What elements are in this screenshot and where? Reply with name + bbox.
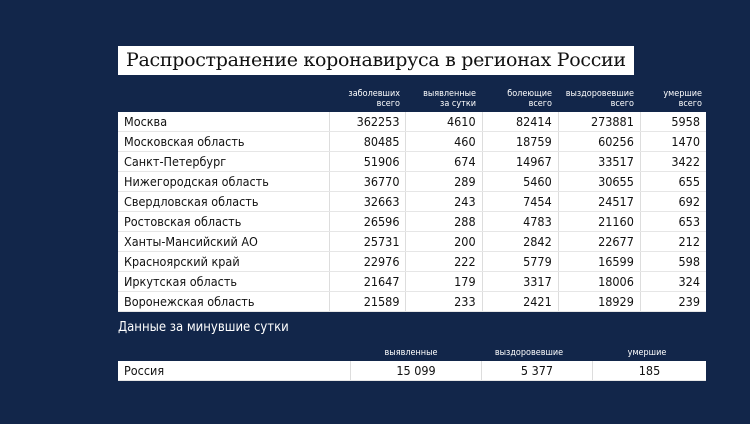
table-cell: 60256 [558,131,641,152]
column-header-line: умершие [663,89,702,99]
region-name: Московская область [118,131,331,152]
table-cell: 82414 [482,112,559,132]
column-header: выздоровевшие всего [566,89,634,109]
table-cell: 4610 [405,112,483,132]
table-cell: 5460 [482,171,559,192]
table-cell: 24517 [558,191,641,212]
table-row: Ханты-Мансийский АО 25731 200 2842 22677 212 [118,231,706,252]
table-cell: 2842 [482,231,559,252]
region-name: Ростовская область [118,211,331,232]
table-row: Россия 15 099 5 377 185 [118,361,706,381]
table-cell: 22976 [329,251,407,272]
table-row: Воронежская область 21589 233 2421 18929 239 [118,291,706,312]
summary-header: выздоровевшие [494,348,564,358]
table-cell: 3422 [640,151,706,172]
table-cell: 674 [405,151,483,172]
table-cell: 25731 [329,231,407,252]
table-cell: 51906 [329,151,407,172]
table-cell: 179 [405,271,483,292]
table-cell: 692 [640,191,706,212]
table-cell: 30655 [558,171,641,192]
table-row: Московская область 80485 460 18759 60256 1470 [118,131,706,152]
table-cell: 26596 [329,211,407,232]
table-cell: 212 [640,231,706,252]
region-name: Москва [118,112,331,132]
table-cell: 273881 [558,112,641,132]
table-row: Санкт-Петербург 51906 674 14967 33517 3422 [118,151,706,172]
table-cell: 2421 [482,291,559,312]
table-cell: 460 [405,131,483,152]
table-cell: 7454 [482,191,559,212]
table-cell: 33517 [558,151,641,172]
column-header: заболевших всего [348,89,400,109]
column-header-line: всего [610,99,634,109]
regions-table: Москва 362253 4610 82414 273881 5958 Московска… [118,112,706,312]
table-cell: 36770 [329,171,407,192]
table-cell: 32663 [329,191,407,212]
table-cell: 18006 [558,271,641,292]
table-cell: 233 [405,291,483,312]
table-cell: 655 [640,171,706,192]
summary-title: Данные за минувшие сутки [118,320,289,335]
table-row: Нижегородская область 36770 289 5460 30655 65… [118,171,706,192]
table-cell: 362253 [329,112,407,132]
summary-header: умершие [627,348,667,358]
table-cell: 5779 [482,251,559,272]
table-cell: 653 [640,211,706,232]
summary-header: выявленные [384,348,438,358]
region-name: Красноярский край [118,251,331,272]
region-name: Санкт-Петербург [118,151,331,172]
column-header-line: выявленные [423,89,476,99]
table-cell: 239 [640,291,706,312]
table-cell: 1470 [640,131,706,152]
table-cell: 14967 [482,151,559,172]
region-name: Нижегородская область [118,171,331,192]
table-row: Иркутская область 21647 179 3317 18006 324 [118,271,706,292]
table-cell: 222 [405,251,483,272]
summary-cell: 15 099 [350,361,482,381]
table-row: Красноярский край 22976 222 5779 16599 598 [118,251,706,272]
column-header-line: выздоровевшие [565,89,634,99]
column-header-line: заболевших [348,89,400,99]
table-row: Свердловская область 32663 243 7454 24517 692 [118,191,706,212]
table-cell: 5958 [640,112,706,132]
table-cell: 200 [405,231,483,252]
column-header: болеющие всего [507,89,552,109]
column-header-line: всего [678,99,702,109]
column-header-line: болеющие [507,89,552,99]
table-cell: 243 [405,191,483,212]
column-header: умершие всего [663,89,702,109]
table-row: Москва 362253 4610 82414 273881 5958 [118,112,706,132]
column-header-line: за сутки [440,99,476,109]
column-header: выявленные за сутки [423,89,476,109]
table-cell: 16599 [558,251,641,272]
table-cell: 18759 [482,131,559,152]
table-cell: 288 [405,211,483,232]
table-cell: 18929 [558,291,641,312]
table-cell: 324 [640,271,706,292]
summary-cell: 185 [592,361,706,381]
table-cell: 80485 [329,131,407,152]
column-header-line: всего [528,99,552,109]
column-header-line: всего [376,99,400,109]
table-cell: 289 [405,171,483,192]
region-name: Воронежская область [118,291,331,312]
summary-region: Россия [118,361,351,381]
summary-table: Россия 15 099 5 377 185 [118,361,706,381]
table-cell: 3317 [482,271,559,292]
region-name: Ханты-Мансийский АО [118,231,331,252]
region-name: Иркутская область [118,271,331,292]
table-row: Ростовская область 26596 288 4783 21160 653 [118,211,706,232]
table-cell: 21589 [329,291,407,312]
page-title: Распространение коронавируса в регионах … [118,46,634,75]
table-cell: 21647 [329,271,407,292]
region-name: Свердловская область [118,191,331,212]
table-cell: 4783 [482,211,559,232]
table-cell: 598 [640,251,706,272]
table-cell: 21160 [558,211,641,232]
table-cell: 22677 [558,231,641,252]
summary-cell: 5 377 [481,361,593,381]
